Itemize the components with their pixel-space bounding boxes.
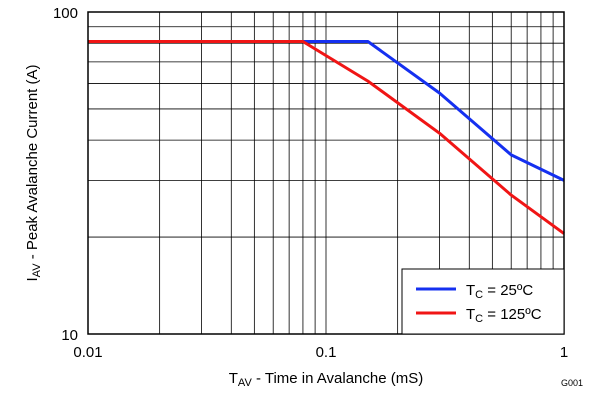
x-tick-label: 1 — [560, 344, 568, 361]
legend-label-series-1: TC = 25ºC — [466, 282, 533, 301]
legend-label-series-2: TC = 125ºC — [466, 306, 542, 325]
series-2-line — [88, 40, 565, 235]
legend: TC = 25ºC TC = 125ºC — [401, 268, 565, 335]
figure-id: G001 — [561, 378, 583, 388]
y-tick-label: 10 — [61, 327, 78, 344]
x-tick-label: 0.1 — [316, 344, 337, 361]
series-layer — [88, 40, 565, 235]
plot-frame — [87, 11, 565, 335]
x-tick-label: 0.01 — [73, 344, 102, 361]
x-axis-label: TAV - Time in Avalanche (mS) — [229, 370, 423, 389]
y-axis-label: IAV - Peak Avalanche Current (A) — [24, 64, 43, 281]
y-tick-label: 100 — [53, 5, 78, 22]
legend-box — [401, 268, 565, 335]
